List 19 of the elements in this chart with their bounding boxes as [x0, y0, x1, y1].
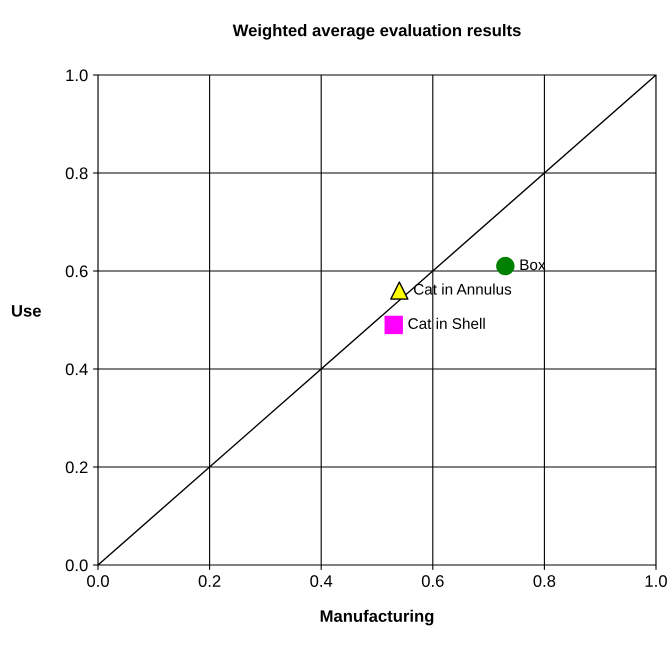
y-tick-label: 0.6	[66, 265, 88, 278]
y-tick-label: 1.0	[66, 69, 88, 82]
series-label: Cat in Shell	[408, 318, 485, 329]
x-tick-label: 0.8	[533, 575, 556, 587]
x-tick-label: 0.2	[198, 575, 220, 587]
point	[390, 281, 409, 300]
x-tick-label: 1.0	[646, 575, 667, 587]
y-tick-label: 0.0	[66, 559, 88, 572]
y-tick-label: 0.8	[66, 167, 88, 180]
chart-title: Weighted average evaluation results	[232, 24, 521, 40]
point	[496, 256, 515, 276]
point	[384, 316, 403, 334]
y-axis-title: Use	[12, 305, 41, 317]
x-tick-label: 0.4	[310, 575, 332, 587]
y-tick-label: 0.4	[66, 363, 88, 376]
y-tick-label: 0.2	[66, 461, 88, 474]
x-axis-title: Manufacturing	[320, 610, 434, 626]
x-tick-label: 0.0	[87, 575, 109, 587]
x-tick-label: 0.6	[422, 575, 444, 587]
